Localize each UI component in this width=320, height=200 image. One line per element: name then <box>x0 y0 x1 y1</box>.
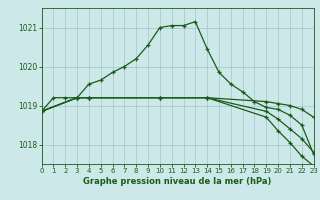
X-axis label: Graphe pression niveau de la mer (hPa): Graphe pression niveau de la mer (hPa) <box>84 177 272 186</box>
